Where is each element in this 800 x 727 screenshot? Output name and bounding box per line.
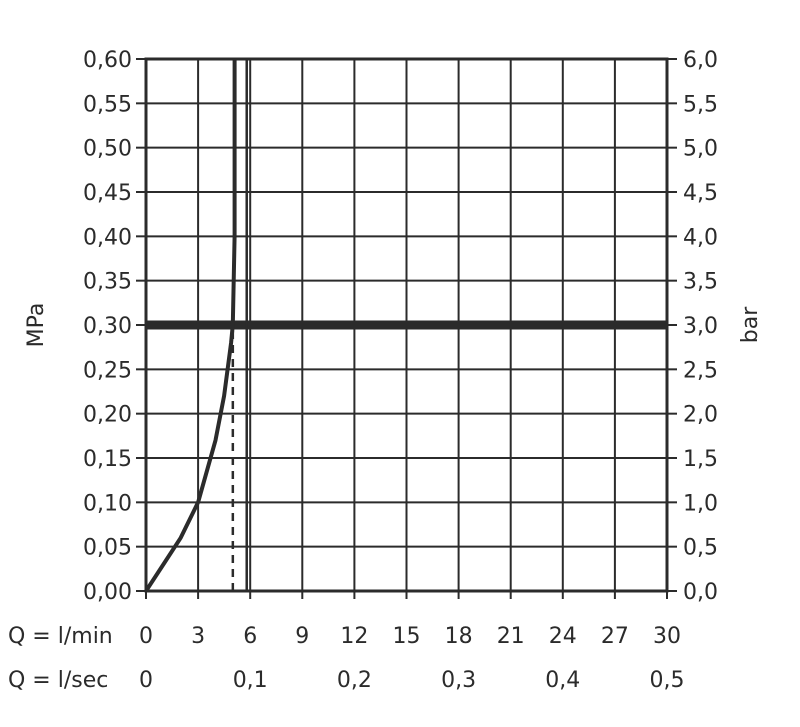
- x-lmin-tick-label: 18: [445, 624, 473, 649]
- y-right-tick-label: 0,0: [683, 580, 718, 605]
- y-left-tick-label: 0,00: [83, 580, 132, 605]
- y-left-tick-label: 0,40: [83, 225, 132, 250]
- x-lmin-tick-label: 0: [139, 624, 153, 649]
- x-lsec-tick-label: 0,5: [650, 668, 685, 693]
- x-lmin-axis-title: Q = l/min: [8, 624, 113, 649]
- y-left-tick-label: 0,55: [83, 92, 132, 117]
- y-right-tick-label: 4,5: [683, 181, 718, 206]
- y-left-tick-label: 0,10: [83, 491, 132, 516]
- y-right-tick-label: 2,0: [683, 403, 718, 428]
- tick-labels: 0,000,050,100,150,200,250,300,350,400,45…: [83, 48, 718, 693]
- y-right-tick-label: 3,0: [683, 314, 718, 339]
- y-left-tick-label: 0,45: [83, 181, 132, 206]
- y-right-tick-label: 3,5: [683, 270, 718, 295]
- y-left-axis-title: MPa: [24, 303, 49, 348]
- y-left-tick-label: 0,05: [83, 536, 132, 561]
- y-left-tick-label: 0,20: [83, 403, 132, 428]
- x-lmin-tick-label: 30: [653, 624, 681, 649]
- x-lsec-tick-label: 0,1: [233, 668, 268, 693]
- x-lmin-tick-label: 27: [601, 624, 629, 649]
- y-right-tick-label: 1,5: [683, 447, 718, 472]
- series-layer: [144, 59, 237, 593]
- plot-frame: [136, 57, 677, 599]
- x-lmin-tick-label: 3: [191, 624, 205, 649]
- x-lmin-tick-label: 6: [243, 624, 257, 649]
- x-lmin-tick-label: 12: [340, 624, 368, 649]
- x-lsec-tick-label: 0,4: [545, 668, 580, 693]
- y-right-tick-label: 6,0: [683, 48, 718, 73]
- x-lsec-tick-label: 0,2: [337, 668, 372, 693]
- y-right-tick-label: 5,5: [683, 92, 718, 117]
- x-lmin-tick-label: 21: [497, 624, 525, 649]
- y-right-tick-label: 0,5: [683, 536, 718, 561]
- x-lsec-tick-label: 0: [139, 668, 153, 693]
- pressure-flow-curve: [144, 59, 237, 593]
- x-lsec-axis-title: Q = l/sec: [8, 668, 108, 693]
- x-lsec-tick-label: 0,3: [441, 668, 476, 693]
- y-left-tick-label: 0,35: [83, 270, 132, 295]
- x-lmin-tick-label: 9: [295, 624, 309, 649]
- y-left-tick-label: 0,30: [83, 314, 132, 339]
- x-lmin-tick-label: 15: [393, 624, 421, 649]
- y-right-tick-label: 1,0: [683, 491, 718, 516]
- y-left-tick-label: 0,60: [83, 48, 132, 73]
- y-left-tick-label: 0,15: [83, 447, 132, 472]
- y-right-tick-label: 4,0: [683, 225, 718, 250]
- y-right-axis-title: bar: [738, 306, 763, 343]
- x-lmin-tick-label: 24: [549, 624, 577, 649]
- y-right-tick-label: 2,5: [683, 358, 718, 383]
- y-left-tick-label: 0,50: [83, 137, 132, 162]
- y-right-tick-label: 5,0: [683, 137, 718, 162]
- y-left-tick-label: 0,25: [83, 358, 132, 383]
